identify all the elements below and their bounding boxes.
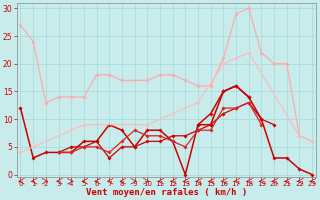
X-axis label: Vent moyen/en rafales ( km/h ): Vent moyen/en rafales ( km/h )	[86, 188, 247, 197]
